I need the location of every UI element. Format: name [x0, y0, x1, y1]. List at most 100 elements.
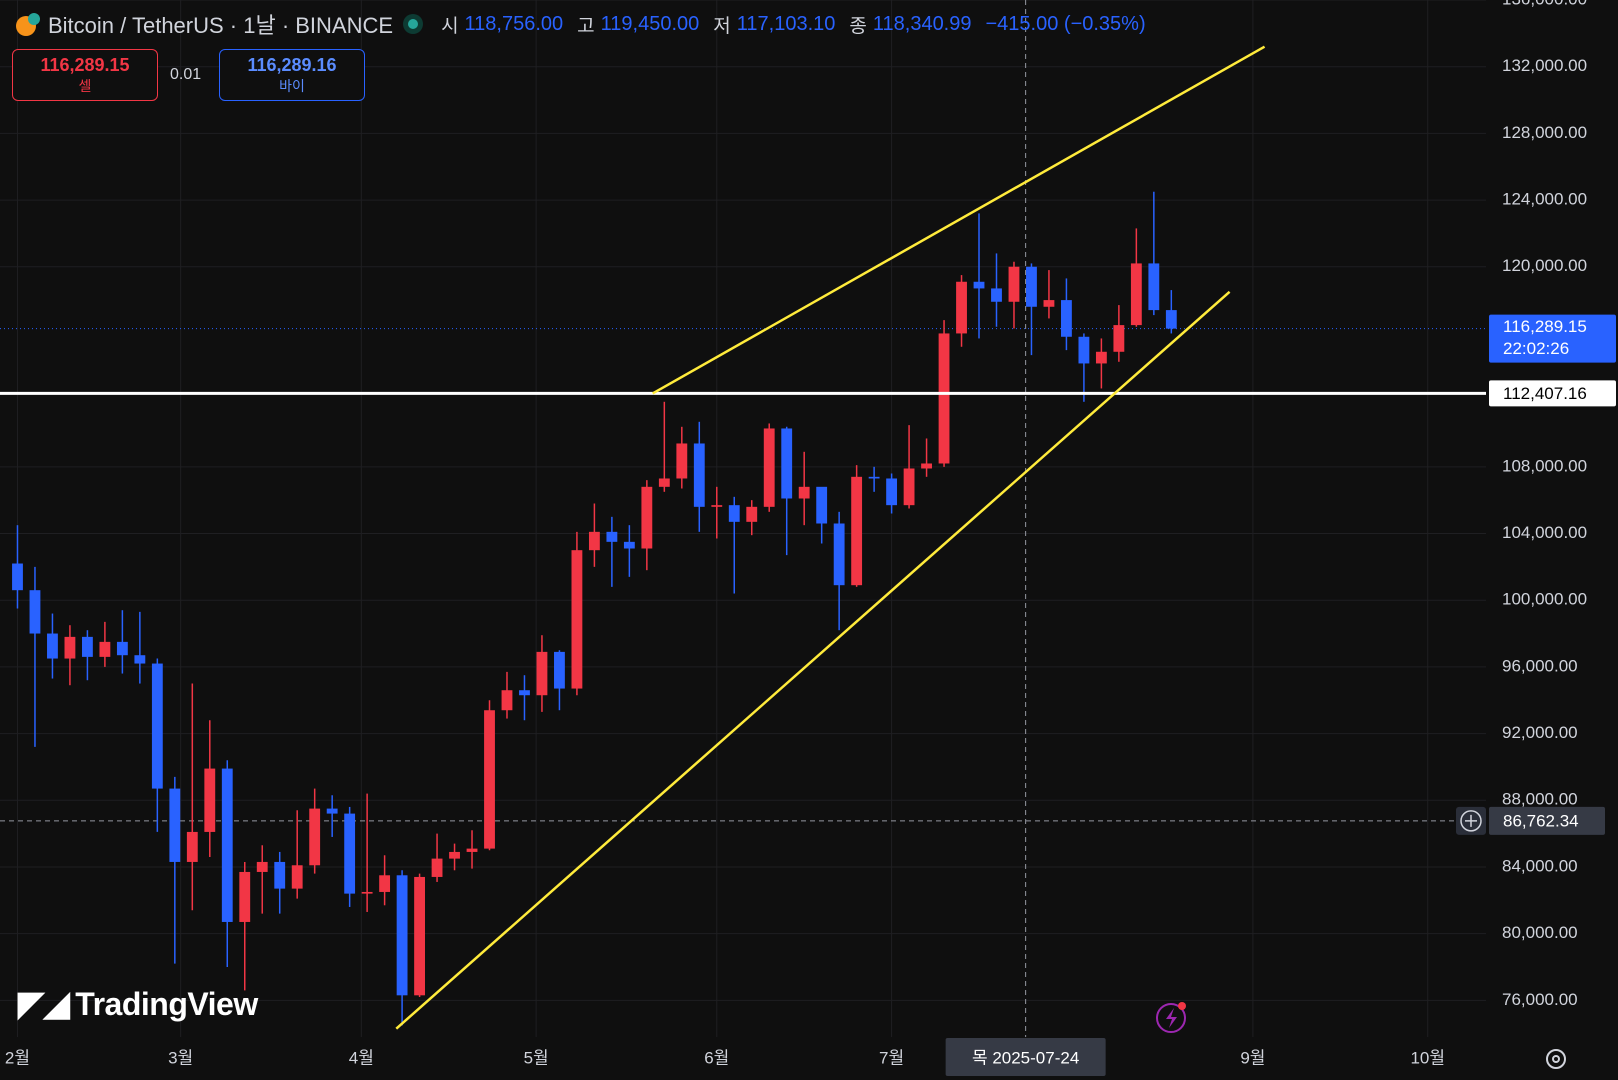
symbol-header: Bitcoin / TetherUS · 1날 · BINANCE 시 118,7… — [14, 8, 1146, 40]
y-tick-label: 88,000.00 — [1502, 790, 1578, 809]
y-tick-label: 136,000.00 — [1502, 0, 1587, 8]
candle-body — [606, 531, 618, 542]
low-label: 저 — [713, 15, 731, 37]
candle-body — [239, 871, 251, 922]
settings-hub — [1552, 1055, 1560, 1063]
candle-body — [588, 531, 600, 551]
candle-body — [29, 590, 41, 634]
candle-body — [151, 663, 163, 789]
status-dot — [403, 14, 424, 34]
candle-body — [414, 876, 425, 996]
candle-body — [816, 486, 828, 524]
change: −415.00 (−0.35%) — [985, 12, 1146, 35]
y-tick-label: 104,000.00 — [1502, 523, 1587, 542]
candle-body — [396, 875, 408, 996]
candle-body — [169, 788, 181, 862]
candle-body — [1165, 310, 1177, 329]
candle-body — [973, 281, 985, 289]
candle-body — [361, 891, 373, 894]
low-value: 117,103.10 — [736, 12, 836, 35]
candle-body — [519, 690, 530, 696]
y-tick-label: 132,000.00 — [1502, 56, 1587, 75]
support-price-box — [1489, 380, 1616, 407]
y-tick-label: 96,000.00 — [1502, 656, 1578, 675]
candle-body — [431, 858, 443, 877]
symbol: Bitcoin / TetherUS · 1날 · BINANCE — [48, 13, 394, 38]
candle-body — [466, 848, 478, 852]
candle-body — [81, 636, 93, 657]
trend-line — [395, 290, 1231, 1030]
candle-body — [956, 281, 967, 334]
candle-body — [274, 861, 286, 889]
x-tick-label: 7월 — [879, 1048, 904, 1067]
candle-body — [1148, 263, 1160, 311]
logo-mark: ◤◢ — [18, 985, 70, 1023]
candle-body — [291, 865, 303, 889]
x-tick-label: 3월 — [168, 1048, 193, 1067]
candle-body — [1061, 300, 1072, 337]
candle-body — [833, 523, 845, 586]
crosshair-date-label: 목 2025-07-24 — [972, 1048, 1079, 1067]
add-icon — [1465, 814, 1477, 827]
candle-body — [623, 541, 635, 549]
spread: 0.01 — [170, 66, 202, 83]
buy-button[interactable]: 116,289.16 바이 — [219, 49, 365, 101]
candle-body — [221, 768, 233, 922]
y-tick-label: 128,000.00 — [1502, 123, 1587, 142]
candle-body — [344, 813, 356, 894]
x-tick-label: 6월 — [704, 1048, 729, 1067]
sell-button[interactable]: 116,289.15 셀 — [12, 49, 158, 101]
y-tick-label: 84,000.00 — [1502, 856, 1578, 875]
x-tick-label: 2월 — [5, 1048, 30, 1067]
candle-body — [938, 333, 950, 464]
trend-line — [652, 45, 1266, 395]
candle-body — [204, 768, 216, 832]
x-tick-label: 10월 — [1410, 1048, 1445, 1067]
candle-body — [116, 641, 128, 656]
crosshair-price-label: 86,762.34 — [1503, 811, 1579, 830]
candle-body — [256, 861, 268, 872]
open-label: 시 — [441, 15, 459, 37]
candle-body — [711, 505, 723, 507]
candle-body — [536, 651, 548, 696]
close-value: 118,340.99 — [872, 12, 972, 35]
candle-body — [484, 710, 495, 849]
candle-body — [658, 478, 670, 487]
sell-label: 셀 — [78, 78, 92, 94]
candle-body — [1130, 263, 1142, 326]
candle-body — [798, 486, 810, 499]
x-tick-label: 9월 — [1240, 1048, 1265, 1067]
y-tick-label: 92,000.00 — [1502, 723, 1578, 742]
watermark-text: TradingView — [75, 986, 258, 1022]
y-tick-label: 76,000.00 — [1502, 990, 1578, 1009]
alert-dot — [1178, 1002, 1186, 1010]
crosshair-date-box — [945, 1038, 1106, 1076]
candle-body — [728, 505, 740, 522]
sell-price: 116,289.15 — [40, 55, 130, 75]
candle-body — [571, 550, 583, 689]
alert-bolt — [1166, 1008, 1177, 1028]
candle-body — [1026, 266, 1037, 307]
candle-body — [676, 443, 688, 479]
candle-body — [746, 506, 758, 522]
candle-body — [99, 641, 111, 657]
countdown-label: 22:02:26 — [1503, 339, 1569, 358]
support-price-label: 112,407.16 — [1503, 384, 1587, 403]
y-tick-label: 120,000.00 — [1502, 256, 1587, 275]
candle-body — [781, 428, 793, 499]
candle-body — [379, 875, 391, 892]
candle-body — [991, 288, 1002, 302]
close-label: 종 — [849, 15, 867, 37]
y-tick-label: 124,000.00 — [1502, 190, 1587, 209]
coin-icon — [16, 13, 40, 36]
candle-body — [1008, 266, 1020, 302]
candle-body — [921, 463, 932, 469]
high-value: 119,450.00 — [600, 12, 700, 35]
y-tick-label: 108,000.00 — [1502, 456, 1587, 475]
candle-body — [1043, 300, 1055, 307]
crosshair-price-box — [1489, 806, 1605, 835]
candle-body — [1078, 336, 1090, 364]
candle-body — [309, 808, 321, 866]
